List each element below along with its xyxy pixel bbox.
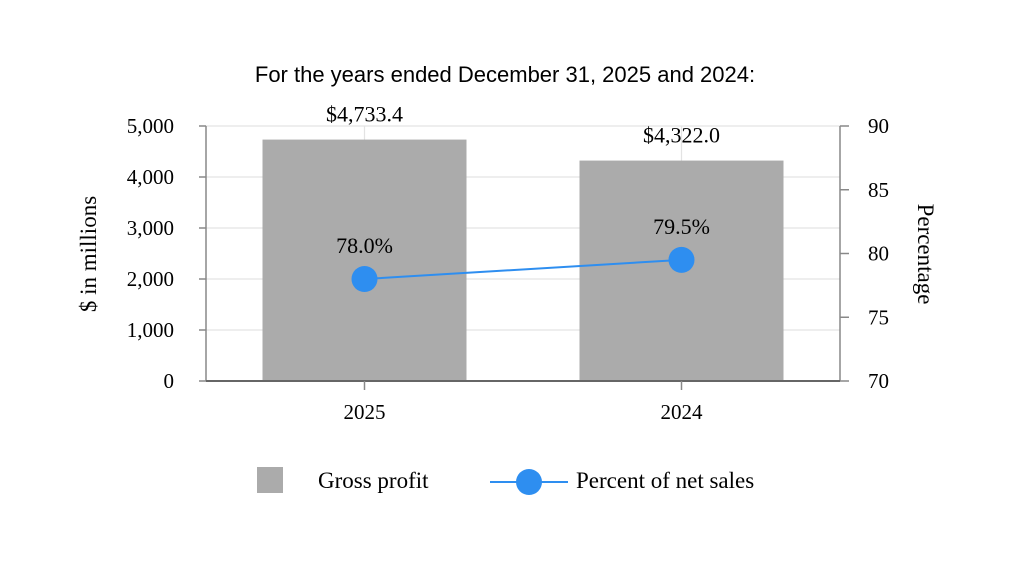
- bar-value-label: $4,322.0: [643, 123, 720, 148]
- right-tick-label: 90: [868, 114, 889, 138]
- left-tick-label: 5,000: [127, 114, 174, 138]
- bar-data-labels: $4,733.4 $4,322.0: [326, 102, 720, 148]
- legend-label-gross-profit: Gross profit: [318, 468, 429, 493]
- legend: Gross profit Percent of net sales: [257, 467, 754, 495]
- bar-value-label: $4,733.4: [326, 102, 403, 127]
- right-tick-label: 75: [868, 305, 889, 329]
- right-tick-label: 70: [868, 369, 889, 393]
- x-axis-ticks: 2025 2024: [344, 381, 704, 424]
- right-axis-ticks: 70 75 80 85 90: [840, 114, 889, 393]
- line-data-labels: 78.0% 79.5%: [336, 214, 710, 258]
- x-tick-label: 2025: [344, 400, 386, 424]
- bar-series: [262, 139, 784, 381]
- percent-line-series: [351, 246, 695, 292]
- left-tick-label: 1,000: [127, 318, 174, 342]
- x-tick-label: 2024: [661, 400, 704, 424]
- right-tick-label: 85: [868, 178, 889, 202]
- legend-label-percent: Percent of net sales: [576, 468, 754, 493]
- percent-line: [364, 258, 682, 280]
- left-tick-label: 4,000: [127, 165, 174, 189]
- legend-marker-percent: [516, 469, 542, 495]
- legend-swatch-gross-profit: [257, 467, 283, 493]
- left-tick-label: 0: [164, 369, 175, 393]
- left-axis-ticks: 0 1,000 2,000 3,000 4,000 5,000: [127, 114, 206, 393]
- left-tick-label: 2,000: [127, 267, 174, 291]
- percent-value-label: 78.0%: [336, 233, 393, 258]
- chart-title: For the years ended December 31, 2025 an…: [255, 62, 755, 87]
- left-axis-label: $ in millions: [76, 196, 101, 312]
- bar-gross-profit-2025: [262, 139, 467, 381]
- left-tick-label: 3,000: [127, 216, 174, 240]
- percent-point-2025: [351, 266, 378, 292]
- percent-value-label: 79.5%: [653, 214, 710, 239]
- right-tick-label: 80: [868, 242, 889, 266]
- percent-point-2024: [668, 246, 695, 273]
- right-axis-label: Percentage: [913, 204, 938, 305]
